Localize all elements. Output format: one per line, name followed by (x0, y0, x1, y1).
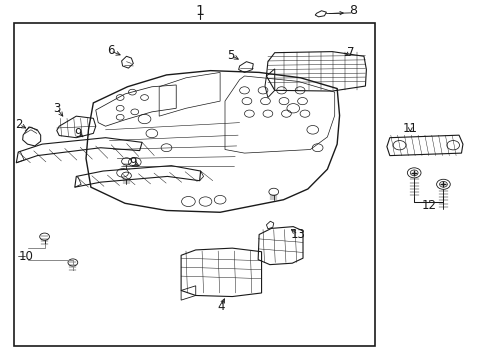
Text: 3: 3 (53, 102, 61, 115)
Text: 2: 2 (16, 118, 23, 131)
Text: 9: 9 (74, 127, 81, 140)
Text: 5: 5 (227, 49, 234, 62)
Bar (14, 23, 374, 346)
Text: 10: 10 (18, 249, 33, 262)
Text: 11: 11 (402, 122, 417, 135)
Text: 7: 7 (346, 46, 354, 59)
Text: 6: 6 (106, 44, 114, 57)
Text: 4: 4 (217, 300, 224, 313)
Text: 9: 9 (129, 156, 137, 169)
Text: 13: 13 (290, 228, 305, 241)
Text: 12: 12 (421, 199, 435, 212)
Text: 8: 8 (348, 4, 356, 17)
Text: 1: 1 (195, 4, 203, 18)
